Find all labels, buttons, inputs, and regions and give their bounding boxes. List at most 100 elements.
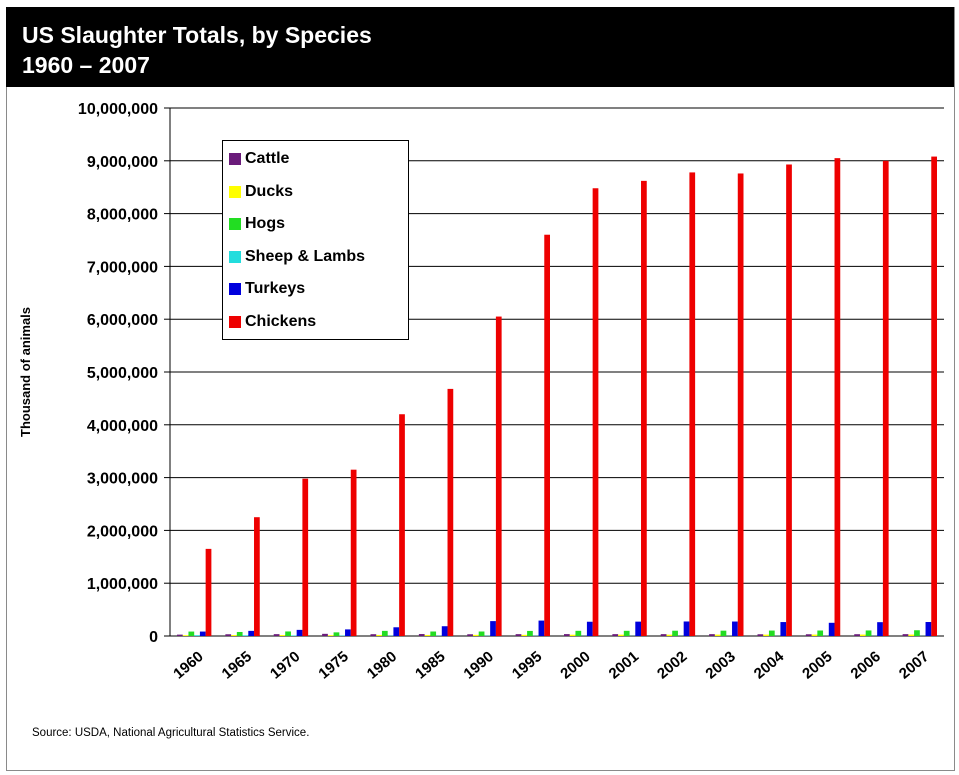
bar-turkeys bbox=[683, 621, 690, 636]
bar-cattle bbox=[854, 634, 860, 636]
bar-cattle bbox=[467, 634, 473, 636]
chart-title-line1: US Slaughter Totals, by Species bbox=[22, 22, 372, 48]
bars bbox=[177, 156, 937, 637]
x-tick-label: 2007 bbox=[896, 648, 932, 682]
y-tick-label: 0 bbox=[149, 629, 158, 646]
bar-hogs bbox=[817, 630, 824, 636]
bar-sheep-lambs bbox=[194, 635, 200, 636]
legend-item: Turkeys bbox=[229, 279, 305, 299]
bar-ducks bbox=[472, 634, 479, 636]
bar-chickens bbox=[399, 414, 405, 636]
legend-label: Cattle bbox=[245, 150, 290, 167]
bar-cattle bbox=[612, 634, 619, 636]
x-tick-label: 1970 bbox=[267, 648, 303, 682]
bar-chickens bbox=[447, 388, 454, 636]
legend-item: Ducks bbox=[229, 182, 293, 202]
bar-turkeys bbox=[925, 622, 932, 636]
legend-label: Sheep & Lambs bbox=[245, 247, 366, 265]
legend-swatch bbox=[229, 250, 241, 263]
bar-chickens bbox=[495, 316, 502, 636]
x-tick-label: 1980 bbox=[364, 648, 400, 682]
bar-hogs bbox=[188, 631, 195, 636]
bar-ducks bbox=[811, 634, 818, 636]
bar-turkeys bbox=[490, 621, 496, 636]
y-tick-label: 8,000,000 bbox=[87, 207, 158, 224]
chart-title-line2: 1960 – 2007 bbox=[22, 52, 150, 78]
bar-chickens bbox=[786, 164, 792, 636]
bar-ducks bbox=[279, 635, 286, 636]
bar-ducks bbox=[424, 634, 431, 636]
y-tick-label: 4,000,000 bbox=[87, 418, 158, 435]
x-tick-label: 1975 bbox=[315, 648, 351, 682]
x-tick-label: 2005 bbox=[799, 648, 835, 682]
bar-sheep-lambs bbox=[290, 635, 297, 636]
bar-ducks bbox=[231, 635, 237, 636]
bar-hogs bbox=[478, 631, 485, 636]
bar-cattle bbox=[805, 634, 812, 636]
bar-cattle bbox=[709, 634, 715, 636]
bar-hogs bbox=[768, 630, 775, 636]
x-tick-label: 1960 bbox=[170, 648, 206, 682]
bar-turkeys bbox=[296, 629, 303, 636]
bar-hogs bbox=[430, 631, 437, 636]
y-tick-label: 2,000,000 bbox=[87, 523, 158, 540]
y-axis-label: Thousand of animals bbox=[18, 307, 33, 437]
title-bar: US Slaughter Totals, by Species 1960 – 2… bbox=[6, 7, 954, 87]
legend-swatch bbox=[229, 185, 241, 198]
bar-ducks bbox=[666, 634, 673, 636]
bar-turkeys bbox=[199, 631, 206, 636]
bar-hogs bbox=[333, 632, 340, 636]
y-tick-label: 5,000,000 bbox=[87, 365, 158, 382]
bar-chickens bbox=[641, 180, 647, 636]
bar-chickens bbox=[544, 234, 550, 636]
legend-swatch bbox=[229, 218, 241, 230]
bar-ducks bbox=[327, 635, 334, 636]
bar-sheep-lambs bbox=[242, 635, 249, 636]
x-tick-label: 1965 bbox=[219, 648, 255, 682]
y-tick-label: 1,000,000 bbox=[87, 576, 158, 593]
y-tick-label: 7,000,000 bbox=[87, 259, 158, 276]
source-note: Source: USDA, National Agricultural Stat… bbox=[32, 727, 310, 739]
x-tick-label: 2004 bbox=[751, 648, 788, 683]
x-tick-label: 1995 bbox=[509, 648, 545, 682]
bar-turkeys bbox=[393, 627, 400, 636]
bar-ducks bbox=[182, 635, 189, 636]
bar-hogs bbox=[914, 630, 920, 636]
legend-label: Ducks bbox=[245, 182, 294, 200]
y-tick-label: 3,000,000 bbox=[87, 471, 158, 488]
legend-swatch bbox=[229, 315, 241, 328]
bar-ducks bbox=[763, 634, 769, 636]
chart-frame bbox=[6, 7, 955, 771]
bar-chickens bbox=[689, 172, 696, 636]
x-tick-label: 2002 bbox=[654, 648, 690, 682]
bar-chickens bbox=[350, 469, 357, 636]
bar-turkeys bbox=[780, 622, 787, 636]
bar-turkeys bbox=[732, 621, 738, 636]
bar-hogs bbox=[236, 631, 243, 636]
bar-chickens bbox=[931, 156, 937, 637]
bar-chickens bbox=[737, 173, 744, 637]
bar-hogs bbox=[623, 630, 630, 636]
bar-chickens bbox=[205, 548, 212, 636]
bar-chickens bbox=[882, 160, 889, 637]
bar-cattle bbox=[660, 634, 667, 636]
bar-hogs bbox=[285, 631, 291, 636]
x-tick-label: 1985 bbox=[412, 648, 448, 682]
bar-cattle bbox=[418, 634, 425, 636]
y-tick-label: 6,000,000 bbox=[87, 312, 158, 329]
x-tick-label: 2006 bbox=[848, 648, 884, 682]
bar-hogs bbox=[527, 630, 533, 636]
legend-label: Turkeys bbox=[245, 280, 306, 297]
bar-turkeys bbox=[877, 622, 883, 636]
legend-label: Chickens bbox=[245, 312, 317, 330]
bar-cattle bbox=[564, 634, 570, 636]
bar-hogs bbox=[575, 630, 582, 636]
bar-turkeys bbox=[441, 626, 448, 636]
legend-item: Sheep & Lambs bbox=[229, 247, 365, 267]
bar-turkeys bbox=[248, 630, 255, 636]
x-tick-label: 2000 bbox=[557, 648, 593, 682]
bar-ducks bbox=[618, 634, 624, 636]
bar-cattle bbox=[902, 634, 909, 636]
bar-cattle bbox=[370, 634, 377, 636]
x-tick-label: 2003 bbox=[702, 648, 738, 682]
